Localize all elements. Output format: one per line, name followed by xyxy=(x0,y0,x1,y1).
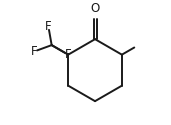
Text: F: F xyxy=(65,48,71,61)
Text: O: O xyxy=(90,2,100,15)
Text: F: F xyxy=(45,20,52,33)
Text: F: F xyxy=(30,45,37,58)
